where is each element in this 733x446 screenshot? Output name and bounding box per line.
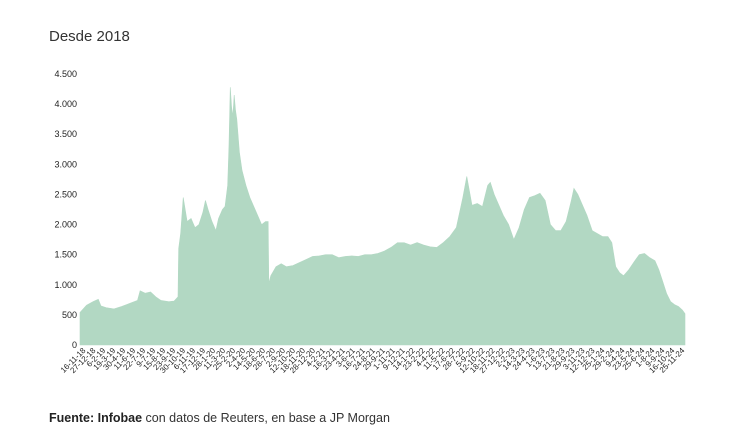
y-tick-label: 0 bbox=[72, 340, 77, 350]
x-axis: 16-11-1827-12-186-2-1919-3-1930-4-1911-6… bbox=[59, 346, 687, 375]
y-axis: 0 500 1.000 1.500 2.000 2.500 3.000 3.500 4.000 4… bbox=[54, 69, 77, 350]
source-label: Fuente: bbox=[49, 411, 95, 425]
series-area bbox=[79, 87, 686, 346]
y-tick-label: 4.000 bbox=[54, 99, 77, 109]
y-tick-label: 1.500 bbox=[54, 250, 77, 260]
chart-title: Desde 2018 bbox=[49, 28, 130, 45]
plot-area bbox=[79, 87, 686, 346]
y-tick-label: 500 bbox=[62, 310, 77, 320]
y-tick-label: 2.000 bbox=[54, 220, 77, 230]
y-tick-label: 3.000 bbox=[54, 159, 77, 169]
source-footer: Fuente: Infobae con datos de Reuters, en… bbox=[49, 411, 390, 425]
source-text: con datos de Reuters, en base a JP Morga… bbox=[142, 411, 390, 425]
y-tick-label: 3.500 bbox=[54, 129, 77, 139]
y-tick-label: 2.500 bbox=[54, 189, 77, 199]
y-tick-label: 1.000 bbox=[54, 280, 77, 290]
y-tick-label: 4.500 bbox=[54, 69, 77, 79]
source-name: Infobae bbox=[97, 411, 143, 425]
